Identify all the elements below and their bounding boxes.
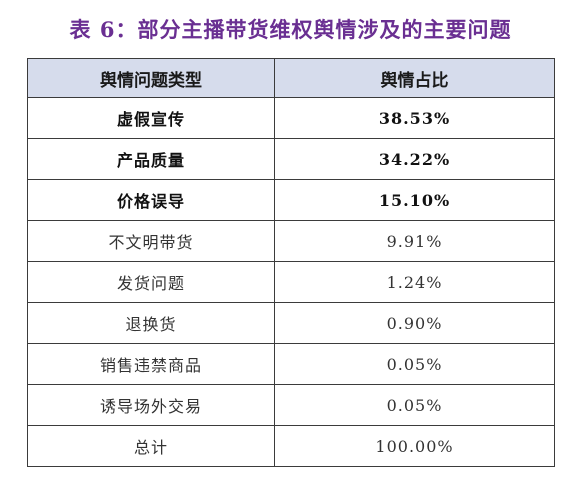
issue-type-cell: 发货问题 xyxy=(27,261,275,303)
table-row: 发货问题 1.24% xyxy=(27,261,555,303)
issue-share-cell: 0.90% xyxy=(274,302,555,344)
column-header-type: 舆情问题类型 xyxy=(27,58,275,98)
issue-share-cell: 0.05% xyxy=(274,343,555,385)
issue-type-cell: 产品质量 xyxy=(27,138,275,180)
issue-type-cell: 价格误导 xyxy=(27,179,275,221)
issue-share-cell: 15.10% xyxy=(274,179,555,221)
issue-share-cell: 0.05% xyxy=(274,384,555,426)
issue-type-cell: 退换货 xyxy=(27,302,275,344)
table-row: 不文明带货 9.91% xyxy=(27,220,555,262)
table-row: 诱导场外交易 0.05% xyxy=(27,384,555,426)
issue-type-cell: 诱导场外交易 xyxy=(27,384,275,426)
total-row: 总计 100.00% xyxy=(27,425,555,467)
issue-type-cell: 虚假宣传 xyxy=(27,97,275,139)
table-title: 表 6：部分主播带货维权舆情涉及的主要问题 xyxy=(69,17,512,42)
opinion-issues-table: 舆情问题类型 舆情占比 虚假宣传 38.53% 产品质量 34.22% 价格误导… xyxy=(27,58,555,467)
issue-share-cell: 9.91% xyxy=(274,220,555,262)
issue-type-cell: 销售违禁商品 xyxy=(27,343,275,385)
issue-share-cell: 1.24% xyxy=(274,261,555,303)
table-header-row: 舆情问题类型 舆情占比 xyxy=(27,58,555,98)
table-row: 销售违禁商品 0.05% xyxy=(27,343,555,385)
table-row: 退换货 0.90% xyxy=(27,302,555,344)
issue-share-cell: 38.53% xyxy=(274,97,555,139)
issue-share-cell: 34.22% xyxy=(274,138,555,180)
table-row: 虚假宣传 38.53% xyxy=(27,97,555,139)
total-label-cell: 总计 xyxy=(27,425,275,467)
column-header-share: 舆情占比 xyxy=(274,58,555,98)
table-row: 价格误导 15.10% xyxy=(27,179,555,221)
table-row: 产品质量 34.22% xyxy=(27,138,555,180)
issue-type-cell: 不文明带货 xyxy=(27,220,275,262)
total-share-cell: 100.00% xyxy=(274,425,555,467)
